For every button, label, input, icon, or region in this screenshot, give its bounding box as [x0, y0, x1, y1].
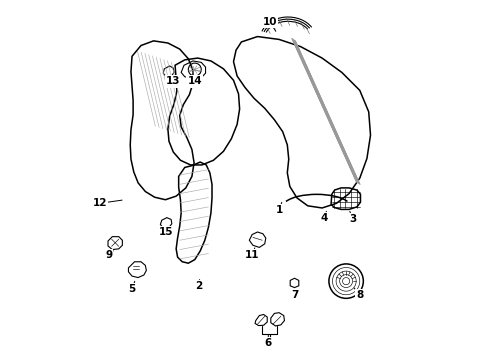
- Text: 11: 11: [245, 250, 259, 260]
- Text: 8: 8: [356, 291, 364, 301]
- Text: 5: 5: [128, 284, 136, 294]
- Text: 6: 6: [265, 338, 272, 348]
- Text: 10: 10: [263, 17, 277, 27]
- Text: 15: 15: [159, 227, 173, 237]
- Text: 1: 1: [275, 206, 283, 216]
- Text: 9: 9: [105, 250, 112, 260]
- Text: 3: 3: [349, 215, 356, 224]
- Text: 7: 7: [292, 291, 299, 301]
- Text: 4: 4: [320, 213, 328, 222]
- Text: 13: 13: [166, 76, 180, 86]
- Text: 14: 14: [188, 76, 202, 86]
- Text: 12: 12: [93, 198, 107, 208]
- Text: 2: 2: [195, 281, 202, 291]
